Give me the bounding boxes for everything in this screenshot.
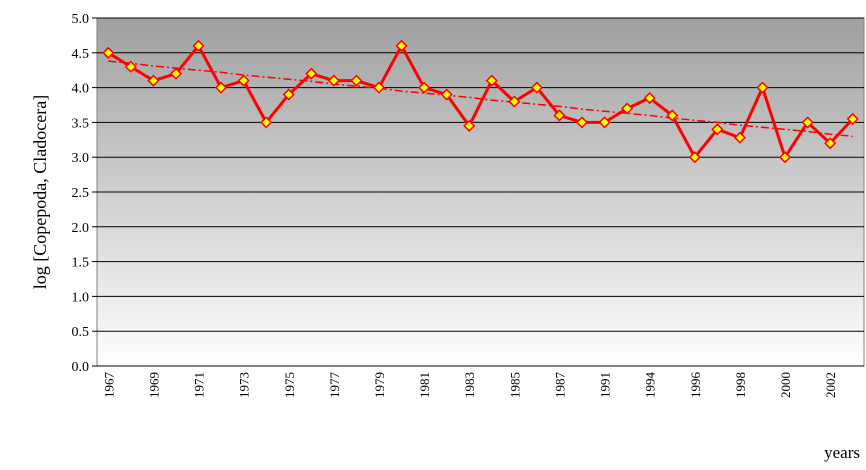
point-marker xyxy=(643,91,656,105)
point-marker xyxy=(147,74,160,87)
point-marker xyxy=(508,95,521,108)
x-tick-label: 1971 xyxy=(192,372,207,398)
y-tick-label: 2.0 xyxy=(72,221,90,236)
point-marker xyxy=(733,131,746,144)
point-marker xyxy=(463,119,476,132)
point-marker xyxy=(440,88,453,101)
y-tick-label: 2.5 xyxy=(72,186,90,201)
point-marker xyxy=(282,88,295,101)
x-tick-label: 1983 xyxy=(462,372,477,398)
point-marker xyxy=(711,123,724,136)
point-marker xyxy=(778,151,792,164)
x-tick-label: 1996 xyxy=(688,372,703,399)
x-tick-label: 2000 xyxy=(778,372,793,398)
y-tick-label: 0.0 xyxy=(72,360,90,375)
point-marker xyxy=(124,60,137,73)
data-line xyxy=(107,44,854,159)
point-marker xyxy=(215,81,228,94)
x-tick-label: 1994 xyxy=(643,372,658,399)
x-tick-label: 1998 xyxy=(733,372,748,398)
point-marker xyxy=(192,39,205,52)
point-marker xyxy=(395,39,408,52)
point-marker xyxy=(350,74,363,87)
y-tick-label: 0.5 xyxy=(72,325,90,340)
point-marker xyxy=(237,74,250,87)
x-tick-label: 1977 xyxy=(327,372,342,399)
point-marker xyxy=(553,109,566,122)
x-axis-label: years xyxy=(824,443,860,462)
point-marker xyxy=(102,46,115,59)
y-tick-label: 4.0 xyxy=(72,82,90,97)
point-marker xyxy=(305,67,318,80)
point-marker xyxy=(801,116,814,129)
point-marker xyxy=(530,81,543,94)
trend-line xyxy=(108,60,853,138)
y-tick-label: 1.5 xyxy=(72,256,90,271)
x-tick-label: 1981 xyxy=(417,372,432,398)
point-marker xyxy=(666,109,679,122)
point-marker xyxy=(688,151,701,164)
point-marker xyxy=(169,67,183,80)
point-marker xyxy=(372,81,386,94)
y-tick-label: 4.5 xyxy=(72,47,90,62)
point-marker xyxy=(621,102,634,115)
x-tick-label: 1991 xyxy=(598,372,613,398)
y-tick-label: 3.0 xyxy=(72,151,90,166)
point-marker xyxy=(756,81,769,94)
y-tick-label: 1.0 xyxy=(72,290,90,305)
y-tick-label: 5.0 xyxy=(72,12,90,27)
x-tick-label: 2002 xyxy=(823,372,838,398)
point-marker xyxy=(327,74,340,87)
point-marker xyxy=(824,137,837,150)
x-tick-label: 1987 xyxy=(552,372,567,399)
x-tick-label: 1979 xyxy=(372,372,387,398)
x-tick-label: 1985 xyxy=(507,372,522,398)
x-tick-label: 1967 xyxy=(101,372,116,399)
point-marker xyxy=(598,116,611,129)
point-marker xyxy=(485,74,498,87)
y-tick-label: 3.5 xyxy=(72,116,90,131)
x-tick-label: 1973 xyxy=(237,372,252,398)
point-marker xyxy=(846,112,859,125)
point-marker xyxy=(575,116,589,129)
point-marker xyxy=(418,81,431,94)
x-tick-label: 1975 xyxy=(282,372,297,398)
x-tick-label: 1969 xyxy=(146,372,161,398)
y-axis-label: log [Copepoda, Cladocera] xyxy=(30,95,50,289)
point-marker xyxy=(260,116,273,129)
